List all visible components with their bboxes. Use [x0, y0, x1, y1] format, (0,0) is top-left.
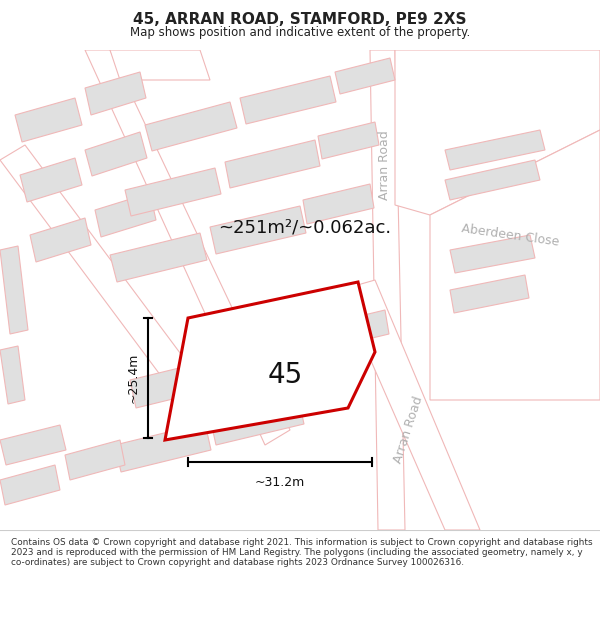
Polygon shape	[210, 397, 304, 445]
Polygon shape	[0, 246, 28, 334]
Polygon shape	[0, 465, 60, 505]
Text: 45: 45	[268, 361, 302, 389]
Polygon shape	[110, 50, 210, 80]
Text: Aberdeen Close: Aberdeen Close	[460, 222, 560, 248]
Polygon shape	[210, 206, 306, 254]
Text: Map shows position and indicative extent of the property.: Map shows position and indicative extent…	[130, 26, 470, 39]
Polygon shape	[450, 235, 535, 273]
Polygon shape	[165, 282, 375, 440]
Polygon shape	[130, 358, 226, 408]
Text: Contains OS data © Crown copyright and database right 2021. This information is : Contains OS data © Crown copyright and d…	[11, 538, 592, 568]
Text: ~25.4m: ~25.4m	[127, 352, 140, 403]
Polygon shape	[395, 50, 600, 215]
Polygon shape	[115, 423, 211, 472]
Text: ~31.2m: ~31.2m	[255, 476, 305, 489]
Polygon shape	[110, 233, 207, 282]
Polygon shape	[30, 218, 91, 262]
Polygon shape	[318, 310, 389, 350]
Polygon shape	[85, 132, 147, 176]
Polygon shape	[340, 280, 480, 530]
Polygon shape	[125, 168, 221, 216]
Polygon shape	[0, 425, 66, 465]
Text: 45, ARRAN ROAD, STAMFORD, PE9 2XS: 45, ARRAN ROAD, STAMFORD, PE9 2XS	[133, 12, 467, 28]
Polygon shape	[145, 102, 237, 151]
Text: Arran Road: Arran Road	[377, 130, 391, 200]
Polygon shape	[228, 332, 320, 381]
Polygon shape	[65, 440, 125, 480]
Polygon shape	[450, 275, 529, 313]
Polygon shape	[15, 98, 82, 142]
Polygon shape	[445, 130, 545, 170]
Polygon shape	[240, 76, 336, 124]
Polygon shape	[318, 122, 379, 159]
Polygon shape	[430, 130, 600, 400]
Polygon shape	[0, 145, 230, 435]
Polygon shape	[225, 140, 320, 188]
Polygon shape	[335, 58, 395, 94]
Text: Arran Road: Arran Road	[391, 395, 425, 465]
Polygon shape	[370, 50, 405, 530]
Polygon shape	[95, 193, 156, 237]
Polygon shape	[85, 72, 146, 115]
Polygon shape	[0, 346, 25, 404]
Text: ~251m²/~0.062ac.: ~251m²/~0.062ac.	[218, 219, 391, 237]
Polygon shape	[20, 158, 82, 202]
Polygon shape	[85, 50, 290, 445]
Polygon shape	[445, 160, 540, 200]
Polygon shape	[303, 184, 374, 224]
